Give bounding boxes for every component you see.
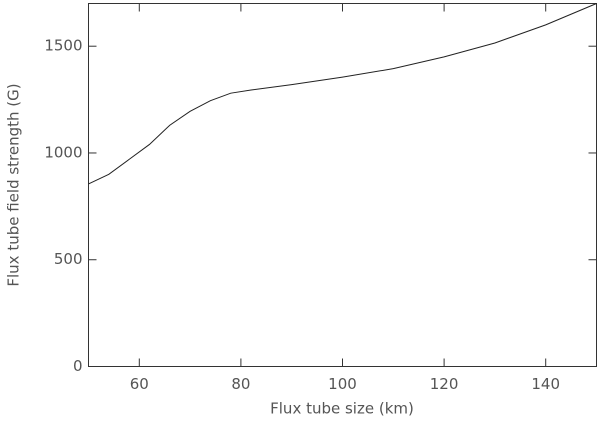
y-tick-label: 0: [73, 357, 83, 375]
y-tick-label: 1500: [44, 37, 82, 55]
y-axis-label: Flux tube field strength (G): [5, 83, 23, 286]
plot-frame: [88, 3, 597, 367]
x-tick-label: 60: [130, 375, 149, 393]
y-tick-label: 500: [54, 250, 83, 268]
x-tick-label: 120: [430, 375, 459, 393]
data-line: [88, 3, 597, 185]
x-tick-label: 140: [531, 375, 560, 393]
x-tick-label: 80: [231, 375, 250, 393]
x-tick-label: 100: [328, 375, 357, 393]
y-tick-label: 1000: [44, 143, 82, 161]
x-axis-label: Flux tube size (km): [270, 400, 414, 418]
